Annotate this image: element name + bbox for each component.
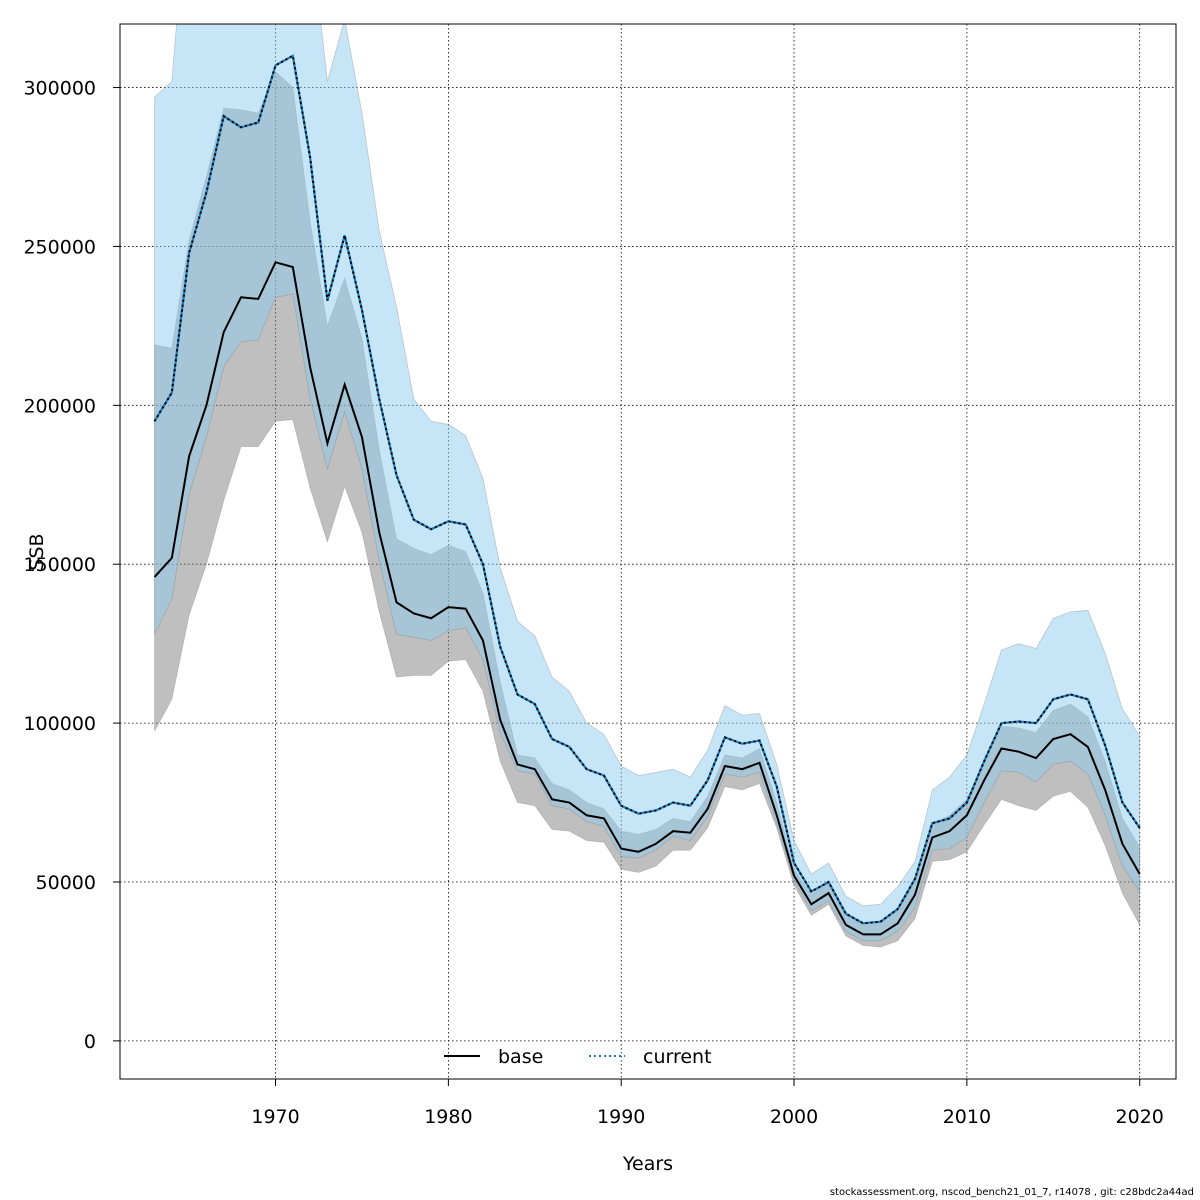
x-tick-label: 1980 <box>424 1106 472 1128</box>
x-tick-label: 1990 <box>597 1106 645 1128</box>
plot-frame <box>119 23 1177 1080</box>
axes: 1970 1980 1990 2000 2010 2020 0 50000 100000 1500… <box>23 78 1163 1128</box>
x-tick-label: 1970 <box>251 1106 299 1128</box>
y-tick-label: 50000 <box>36 872 96 894</box>
confidence-band-current <box>154 24 1141 942</box>
series-line-base <box>153 261 1141 936</box>
series-lines <box>153 54 1141 936</box>
x-tick-label: 2000 <box>770 1106 818 1128</box>
y-tick-label: 300000 <box>23 78 96 100</box>
x-tick-label: 2010 <box>943 1106 991 1128</box>
footer-note: stockassessment.org, nscod_bench21_01_7,… <box>829 1187 1194 1198</box>
x-tick-label: 2020 <box>1116 1106 1164 1128</box>
y-tick-label: 0 <box>84 1031 96 1053</box>
y-axis-label: SSB <box>26 533 48 570</box>
legend-label-current: current <box>643 1046 712 1068</box>
y-tick-label: 150000 <box>23 554 96 576</box>
legend-label-base: base <box>498 1046 543 1068</box>
bands <box>154 24 1141 948</box>
series-line-current-bg <box>153 54 1141 925</box>
y-tick-label: 200000 <box>23 395 96 417</box>
y-tick-label: 100000 <box>23 713 96 735</box>
x-axis-label: Years <box>622 1153 673 1175</box>
legend: base current <box>444 1046 712 1068</box>
y-tick-label: 250000 <box>23 236 96 258</box>
